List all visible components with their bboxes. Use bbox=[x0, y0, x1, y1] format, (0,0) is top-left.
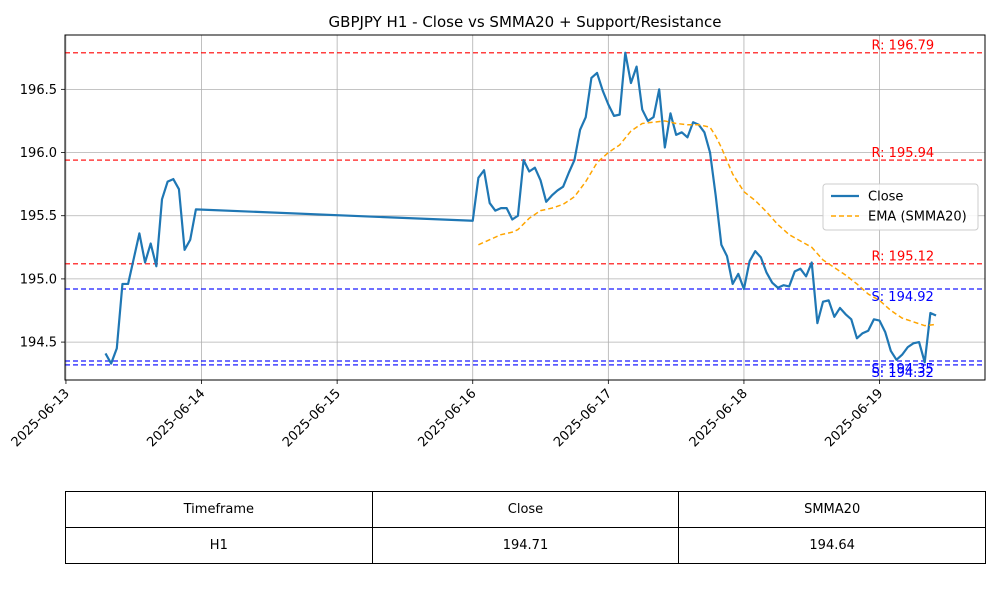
x-tick-label: 2025-06-19 bbox=[822, 386, 886, 450]
x-tick-label: 2025-06-18 bbox=[687, 386, 751, 450]
table-row: H1 194.71 194.64 bbox=[65, 527, 986, 564]
plot-area bbox=[64, 34, 986, 381]
table-cell: H1 bbox=[65, 527, 373, 564]
resistance-label: R: 196.79 bbox=[872, 39, 935, 54]
table-header-cell: Close bbox=[371, 491, 680, 528]
x-tick-label: 2025-06-13 bbox=[9, 386, 73, 450]
x-tick-label: 2025-06-15 bbox=[280, 386, 344, 450]
table-cell: 194.64 bbox=[678, 527, 986, 564]
y-tick-label: 195.5 bbox=[20, 209, 57, 224]
y-tick-label: 194.5 bbox=[20, 336, 57, 351]
legend-label: Close bbox=[868, 190, 903, 205]
legend-label: EMA (SMMA20) bbox=[868, 210, 967, 225]
table-header-cell: SMMA20 bbox=[678, 491, 986, 528]
table-header-row: Timeframe Close SMMA20 bbox=[65, 491, 986, 528]
x-tick-label: 2025-06-16 bbox=[416, 386, 480, 450]
y-tick-label: 196.0 bbox=[20, 146, 57, 161]
support-label: S: 194.92 bbox=[872, 290, 934, 305]
series-line-smma20 bbox=[478, 120, 937, 327]
resistance-label: R: 195.94 bbox=[872, 146, 935, 161]
table-cell: 194.71 bbox=[371, 527, 680, 564]
y-tick-label: 196.5 bbox=[20, 83, 57, 98]
reference-lines bbox=[65, 51, 985, 366]
table-header-cell: Timeframe bbox=[65, 491, 373, 528]
reference-line-labels: R: 196.79 R: 195.94 R: 195.12 S: 194.92 S: 1… bbox=[872, 39, 935, 381]
chart: GBPJPY H1 - Close vs SMMA20 + Support/Re… bbox=[9, 13, 986, 450]
support-label: S: 194.35 bbox=[872, 362, 934, 377]
x-tick-label: 2025-06-17 bbox=[551, 386, 615, 450]
y-tick-label: 195.0 bbox=[20, 272, 57, 287]
legend-box bbox=[822, 183, 979, 231]
x-tick-label: 2025-06-14 bbox=[144, 386, 208, 450]
summary-table: Timeframe Close SMMA20 H1 194.71 194.64 bbox=[65, 491, 986, 564]
series-line-close bbox=[104, 51, 937, 365]
chart-title: GBPJPY H1 - Close vs SMMA20 + Support/Re… bbox=[329, 13, 722, 31]
support-label: S: 194.32 bbox=[872, 366, 934, 381]
axes: 2025-06-13 2025-06-14 2025-06-15 2025-06-16… bbox=[9, 83, 887, 450]
legend: Close EMA (SMMA20) bbox=[822, 183, 979, 231]
resistance-label: R: 195.12 bbox=[872, 250, 935, 265]
series-lines bbox=[104, 51, 937, 365]
